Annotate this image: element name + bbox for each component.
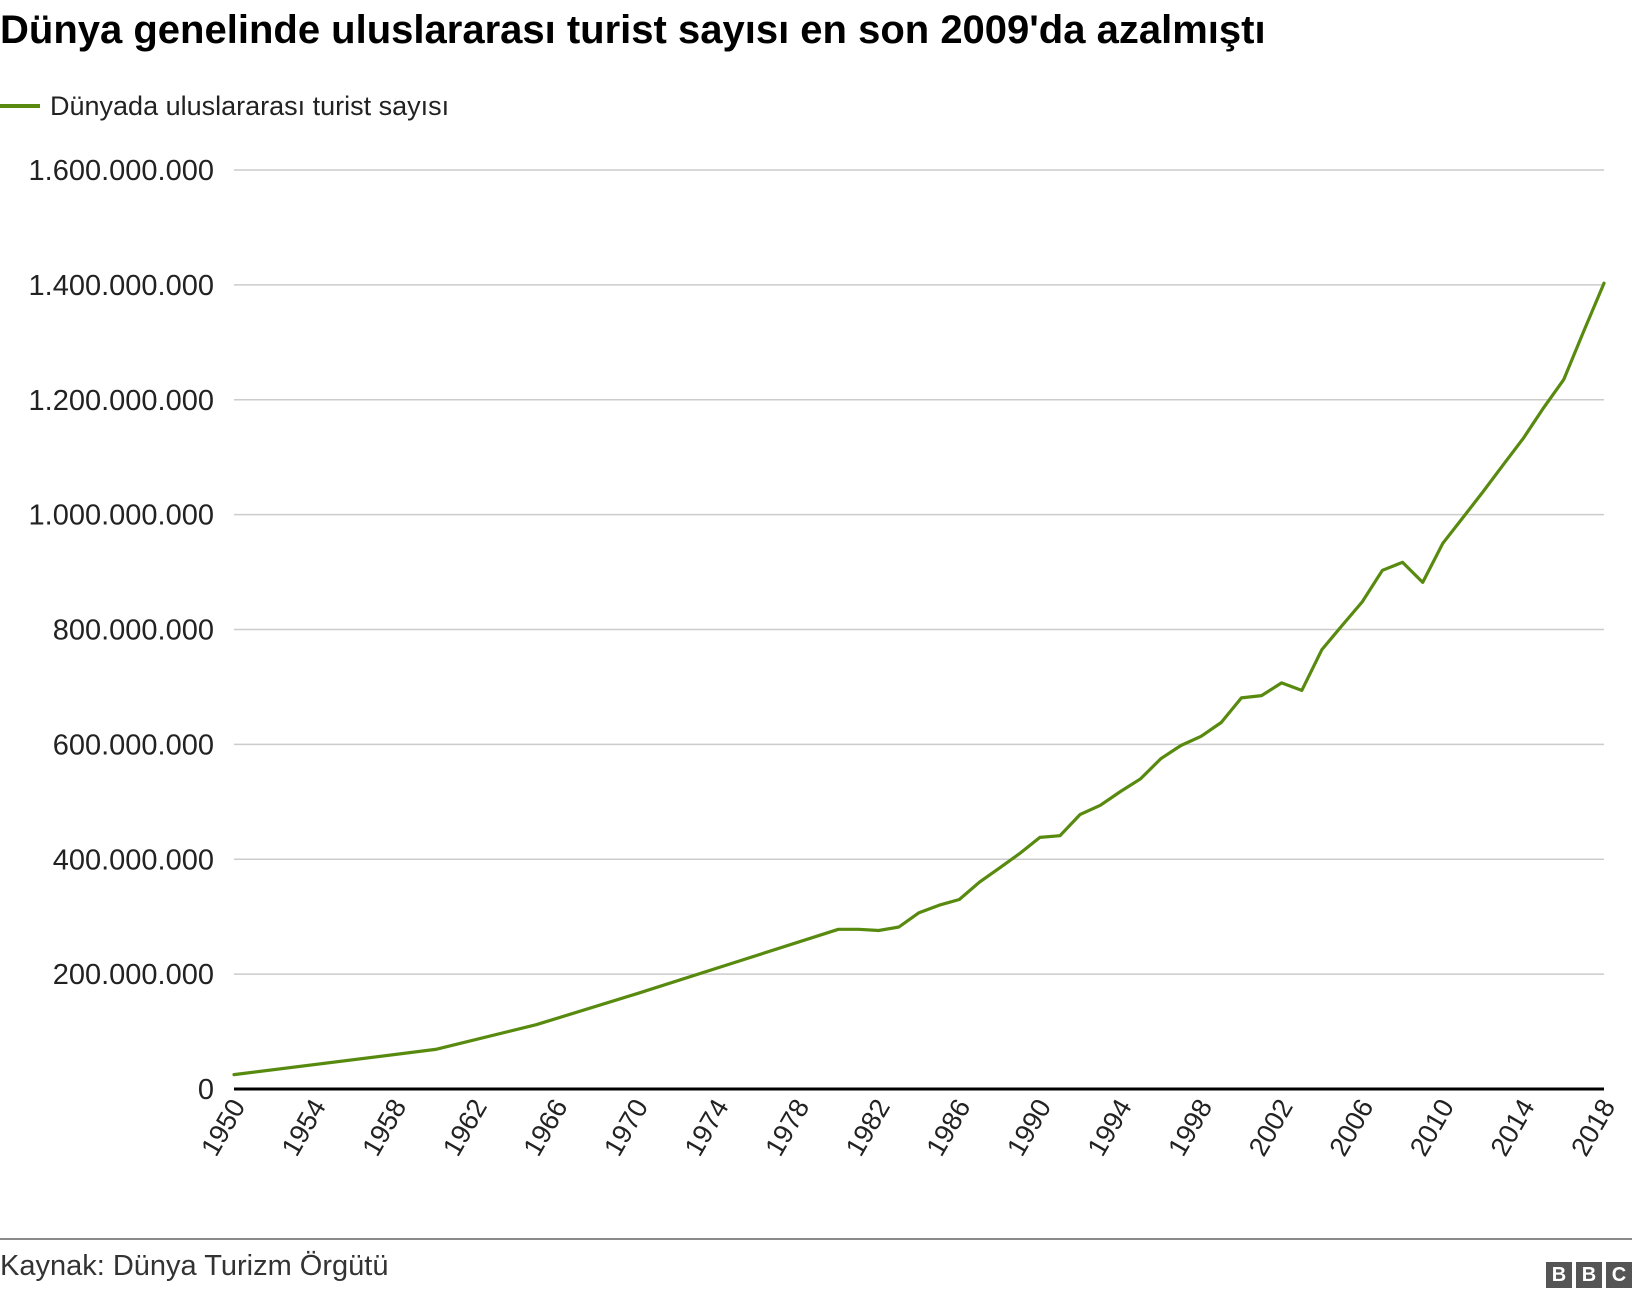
line-chart: 0 200.000.000 400.000.000 600.000.000 800.00…	[29, 155, 1622, 1161]
y-tick-label: 1.400.000.000	[29, 270, 214, 302]
x-tick-label: 1966	[518, 1094, 574, 1161]
y-tick-label: 0	[198, 1074, 214, 1106]
x-tick-label: 1974	[679, 1094, 735, 1161]
series-line	[232, 281, 1606, 1077]
x-tick-label: 1990	[1001, 1094, 1057, 1161]
legend-swatch	[0, 104, 40, 108]
legend-label: Dünyada uluslararası turist sayısı	[50, 90, 450, 121]
y-tick-label: 1.000.000.000	[29, 500, 214, 532]
bbc-logo-letter: C	[1606, 1262, 1632, 1288]
legend: Dünyada uluslararası turist sayısı	[0, 88, 449, 124]
y-tick-label: 1.200.000.000	[29, 385, 214, 417]
x-tick-label: 1962	[437, 1094, 493, 1161]
x-axis-tick-labels: 1950 1954 1958 1962 1966 1970 1974 1978 1982 1986…	[195, 1094, 1621, 1161]
x-tick-label: 1994	[1082, 1094, 1138, 1161]
chart-title: Dünya genelinde uluslararası turist sayı…	[0, 8, 1266, 52]
x-tick-label: 1982	[840, 1094, 896, 1161]
x-tick-label: 2006	[1323, 1094, 1379, 1161]
x-tick-label: 1958	[356, 1094, 412, 1161]
x-tick-label: 1978	[759, 1094, 815, 1161]
y-tick-label: 600.000.000	[53, 729, 214, 761]
y-tick-label: 400.000.000	[53, 844, 214, 876]
footer-divider	[0, 1238, 1632, 1240]
grid-lines	[234, 169, 1604, 1091]
y-tick-label: 800.000.000	[53, 615, 214, 647]
y-axis-tick-labels: 0 200.000.000 400.000.000 600.000.000 800.00…	[29, 155, 214, 1106]
y-tick-label: 200.000.000	[53, 959, 214, 991]
x-tick-label: 2014	[1485, 1094, 1541, 1161]
x-tick-label: 1998	[1162, 1094, 1218, 1161]
source-note: Kaynak: Dünya Turizm Örgütü	[0, 1250, 389, 1282]
x-tick-label: 1986	[920, 1094, 976, 1161]
x-tick-label: 2018	[1565, 1094, 1621, 1161]
x-tick-label: 1970	[598, 1094, 654, 1161]
bbc-logo: B B C	[1546, 1262, 1632, 1288]
y-tick-label: 1.600.000.000	[29, 155, 214, 187]
x-tick-label: 1954	[276, 1094, 332, 1161]
x-tick-label: 2010	[1404, 1094, 1460, 1161]
series-layer	[232, 281, 1606, 1077]
bbc-logo-letter: B	[1576, 1262, 1602, 1288]
bbc-logo-letter: B	[1546, 1262, 1572, 1288]
x-tick-label: 2002	[1243, 1094, 1299, 1161]
